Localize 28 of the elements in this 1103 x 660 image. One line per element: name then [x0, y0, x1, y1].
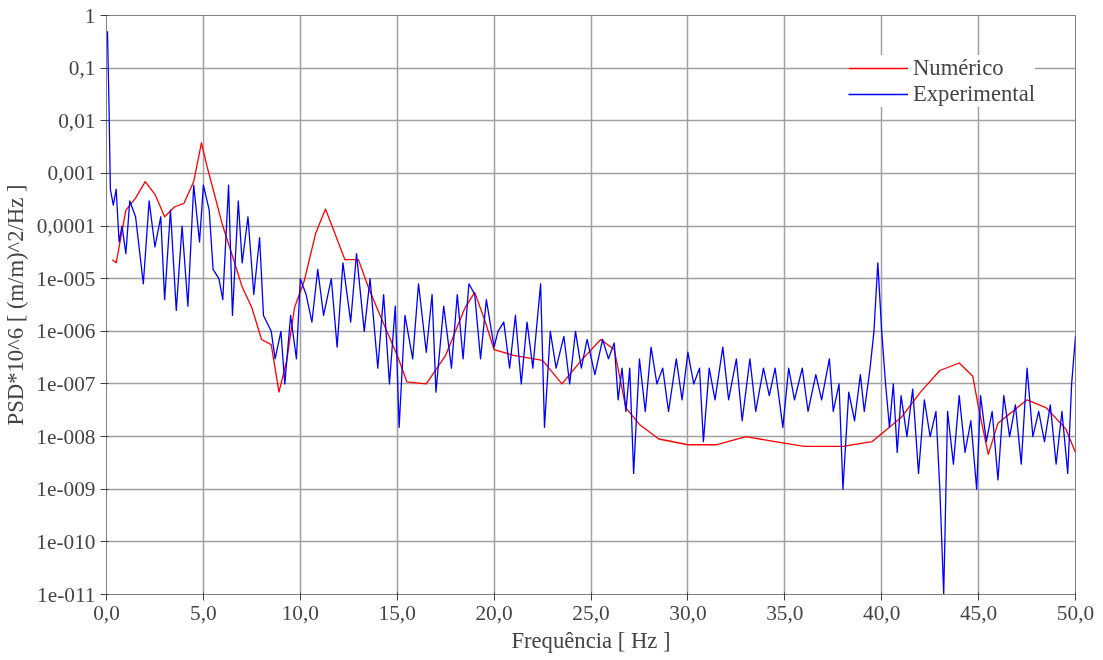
y-tick-label: 1e-007: [36, 371, 96, 396]
x-tick-label: 0,0: [93, 600, 120, 625]
legend-label: Numérico: [912, 55, 1004, 81]
x-tick-label: 5,0: [190, 600, 217, 625]
y-tick-label: 1e-006: [36, 319, 96, 344]
y-tick-label: 0,001: [47, 161, 96, 186]
x-tick-label: 15,0: [378, 600, 416, 625]
line-series: [111, 142, 1076, 455]
x-tick-label: 50,0: [1056, 600, 1095, 625]
x-tick-label: 45,0: [959, 600, 998, 625]
legend-label: Experimental: [912, 81, 1035, 107]
y-tick-label: 0,01: [58, 108, 96, 133]
x-tick-label: 25,0: [572, 600, 610, 625]
y-tick-label: 0,1: [68, 56, 96, 81]
x-tick-label: 35,0: [766, 600, 804, 625]
x-tick-label: 30,0: [669, 600, 707, 625]
y-tick-label: 1e-011: [37, 582, 96, 607]
y-tick-label: 1e-005: [36, 266, 96, 291]
y-tick-label: 0,0001: [36, 214, 96, 239]
x-tick-label: 10,0: [281, 600, 319, 625]
y-tick-label: 1e-008: [36, 424, 96, 449]
y-tick-label: 1e-010: [36, 529, 96, 554]
y-axis-title: PSD*10^6 [ (m/m)^2/Hz ]: [3, 184, 29, 426]
y-tick-label: 1e-009: [36, 477, 96, 502]
x-tick-label: 40,0: [863, 600, 901, 625]
x-tick-label: 20,0: [475, 600, 513, 625]
y-tick-label: 1: [84, 3, 96, 28]
x-axis-title: Frequência [ Hz ]: [511, 627, 671, 653]
